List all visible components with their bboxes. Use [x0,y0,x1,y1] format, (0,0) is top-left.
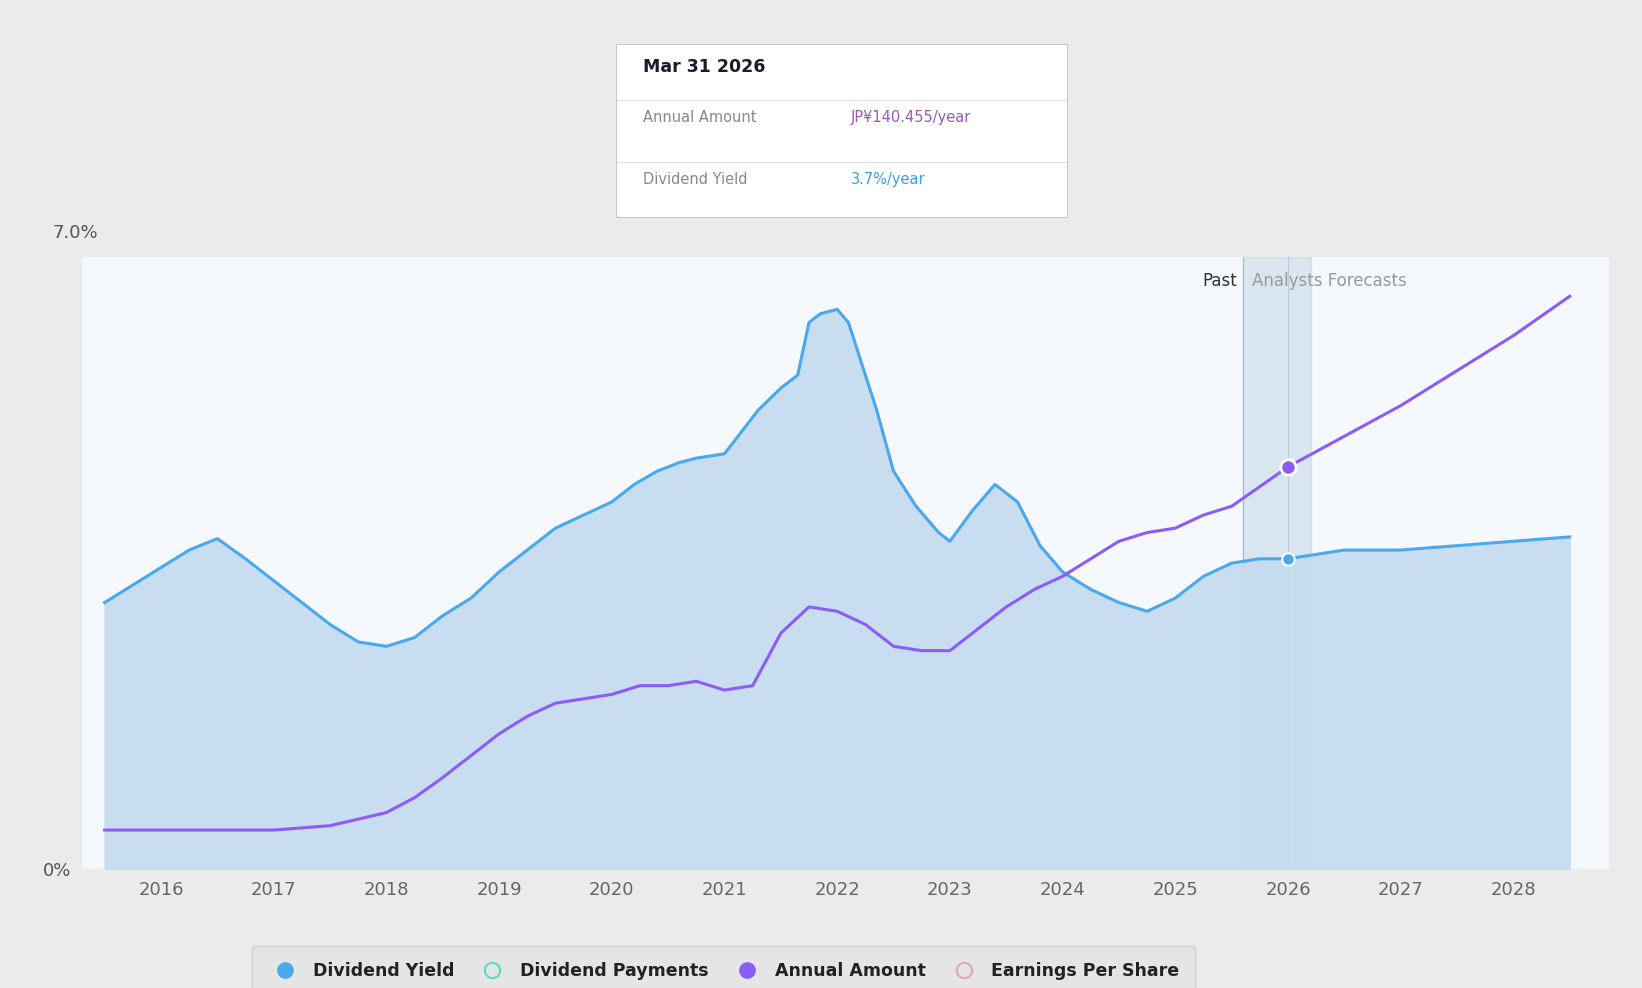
Text: 7.0%: 7.0% [53,224,99,242]
Text: JP¥140.455/year: JP¥140.455/year [851,110,970,125]
Text: Mar 31 2026: Mar 31 2026 [644,58,765,76]
Text: 3.7%/year: 3.7%/year [851,172,924,188]
Bar [1243,257,1310,869]
Text: Past: Past [1202,272,1238,290]
Legend: Dividend Yield, Dividend Payments, Annual Amount, Earnings Per Share: Dividend Yield, Dividend Payments, Annua… [251,947,1195,988]
Text: Dividend Yield: Dividend Yield [644,172,747,188]
Text: Annual Amount: Annual Amount [644,110,757,125]
Text: Analysts Forecasts: Analysts Forecasts [1251,272,1407,290]
